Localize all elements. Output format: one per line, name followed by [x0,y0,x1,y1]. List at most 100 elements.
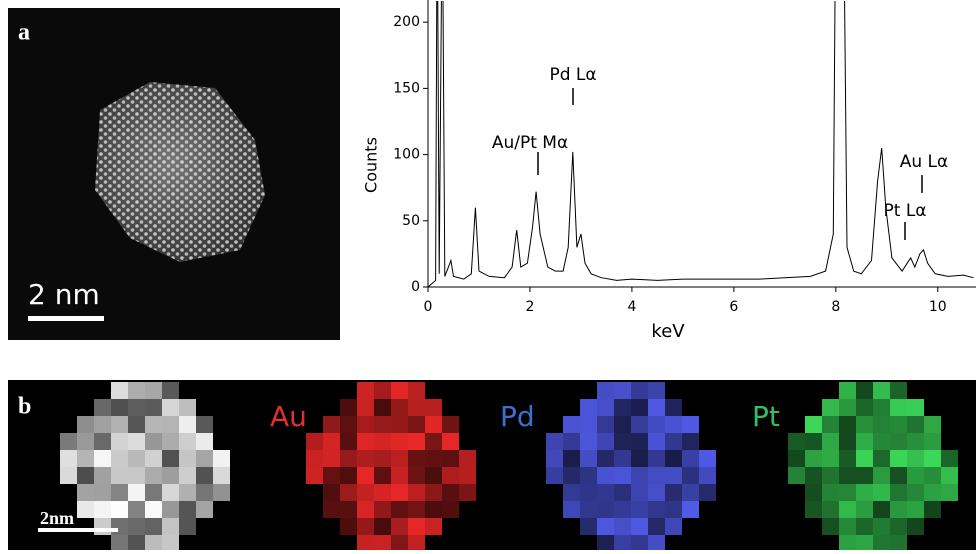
map-pixel [60,433,77,450]
map-pixel [856,433,873,450]
map-pixel [340,518,357,535]
map-pixel [425,450,442,467]
map-pixel [682,433,699,450]
map-pixel [614,501,631,518]
map-pixel [213,484,230,501]
map-pixel [162,467,179,484]
map-pixel [340,416,357,433]
scale-label: 2 nm [28,278,100,311]
map-pixel [890,450,907,467]
map-pixel [391,535,408,552]
map-pixel [374,399,391,416]
map-pixel [162,450,179,467]
map-pixel [60,467,77,484]
map-pixel [357,467,374,484]
map-pixel [839,450,856,467]
x-tick-label: 8 [831,299,840,315]
map-pixel [77,484,94,501]
map-pixel [631,450,648,467]
map-pixel [77,433,94,450]
map-pixel [425,467,442,484]
map-pixel [374,484,391,501]
map-pixel [873,484,890,501]
map-pixel [597,450,614,467]
map-pixel [94,467,111,484]
map-pixel [425,484,442,501]
map-pixel [408,518,425,535]
map-pixel [839,501,856,518]
map-pixel [408,467,425,484]
map-pixel [391,518,408,535]
x-tick-label: 0 [424,299,433,315]
map-pixel [128,484,145,501]
map-pixel [145,484,162,501]
x-tick-label: 10 [929,299,947,315]
map-pixel [597,535,614,552]
map-pixel [890,467,907,484]
map-pixel [839,416,856,433]
map-pixel [374,501,391,518]
map-pixel [459,484,476,501]
map-pixel [357,484,374,501]
map-pixel [94,450,111,467]
map-pixel [162,518,179,535]
map-pixel [111,450,128,467]
map-pixel [128,416,145,433]
map-pixel [391,501,408,518]
map-pixel [546,450,563,467]
map-pixel [442,484,459,501]
map-pixel [839,433,856,450]
map-pixel [145,399,162,416]
map-pixel [77,501,94,518]
map-pixel [856,518,873,535]
map-pixel [907,484,924,501]
map-pixel [699,484,716,501]
map-pixel [391,416,408,433]
map-pixel [179,467,196,484]
map-pixel [873,382,890,399]
map-pixel [839,484,856,501]
scale-bar [28,316,104,321]
map-pixel [839,382,856,399]
map-pixel [665,518,682,535]
x-axis-label: keV [651,321,685,342]
map-pixel [94,518,111,535]
map-pixel [805,416,822,433]
map-pixel [805,484,822,501]
map-pixel [924,501,941,518]
map-pixel [873,518,890,535]
map-pixel [563,433,580,450]
map-pixel [442,450,459,467]
map-pixel [665,484,682,501]
map-pixel [699,450,716,467]
map-pixel [665,501,682,518]
map-pixel [614,484,631,501]
map-pixel [145,535,162,552]
map-pixel [907,501,924,518]
map-pixel [597,467,614,484]
map-pixel [425,433,442,450]
map-pixel [563,501,580,518]
map-pixel [924,433,941,450]
map-pixel [323,484,340,501]
map-pixel [941,467,958,484]
map-pixel [77,416,94,433]
map-pixel [648,535,665,552]
scale-bar [38,528,118,532]
map-pixel [179,484,196,501]
map-pixel [408,382,425,399]
map-pixel [94,433,111,450]
map-pixel [340,399,357,416]
map-pixel [580,467,597,484]
map-pixel [111,382,128,399]
map-pixel [374,416,391,433]
map-pixel [873,399,890,416]
map-pixel [631,484,648,501]
map-pixel [648,484,665,501]
map-pixel [60,450,77,467]
map-pixel [631,399,648,416]
map-pixel [563,450,580,467]
y-axis-label: Counts [362,137,381,193]
